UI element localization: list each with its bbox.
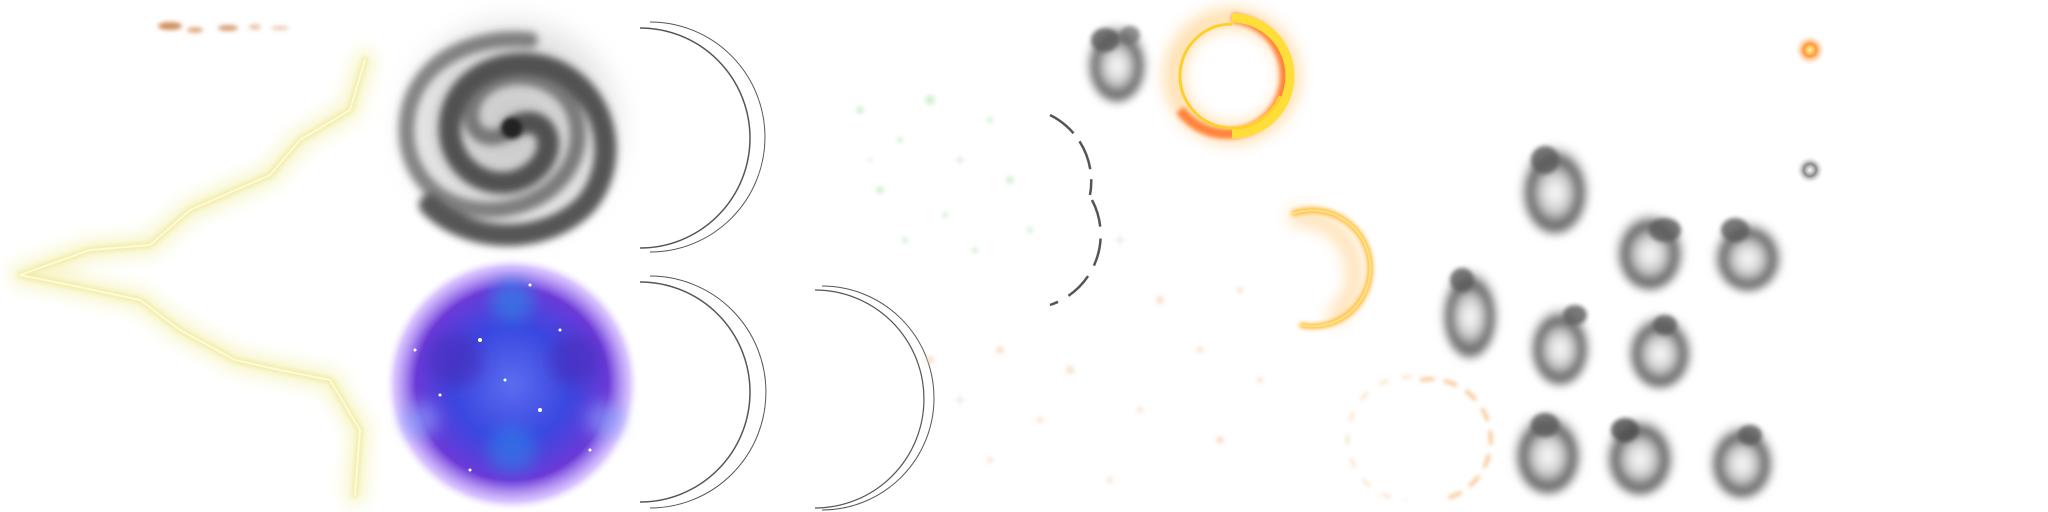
smoke-puff [1512, 408, 1584, 496]
lightning-bolt [9, 49, 376, 506]
smoke-vortex [384, 0, 640, 256]
smoke-puff [1712, 217, 1784, 293]
smoke-puff [1708, 420, 1776, 500]
green-particles [856, 95, 1033, 253]
smoke-puff [1440, 264, 1500, 360]
smoke-puff [1614, 208, 1686, 292]
orange-particles [926, 237, 1263, 483]
galaxy-orb [384, 256, 640, 512]
smoke-puff [1528, 303, 1592, 387]
smoke-puff [1604, 413, 1676, 497]
smoke-puff [1085, 20, 1149, 104]
glow-dot [1794, 34, 1826, 184]
smoke-puff [1085, 20, 1784, 500]
fire-ring [1165, 9, 1493, 502]
smoke-puff [1519, 140, 1591, 236]
smoke-puff [1626, 310, 1694, 390]
ring-outline [639, 21, 1102, 511]
ember-streak [158, 22, 289, 33]
